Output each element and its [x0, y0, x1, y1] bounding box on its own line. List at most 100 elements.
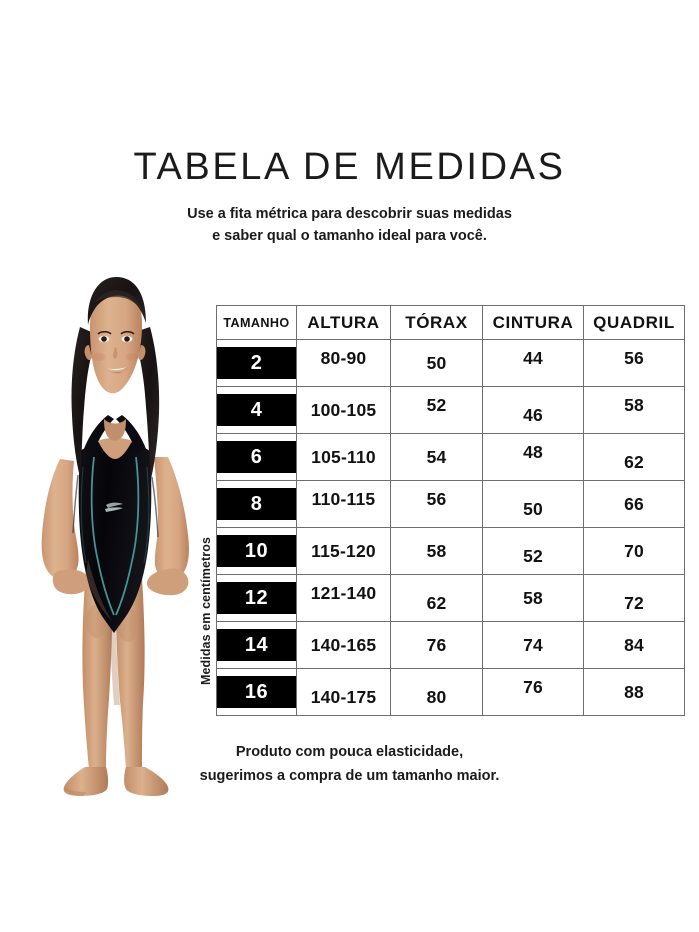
size-badge: 12	[217, 582, 296, 614]
speedo-logo	[105, 502, 123, 512]
torax-cell: 76	[390, 621, 483, 669]
table-row: 12 121-140 62 58 72	[216, 574, 685, 622]
altura-value: 121-140	[310, 582, 377, 603]
size-cell: 10	[216, 527, 297, 575]
measurement-unit-caption: Medidas em centímetros	[198, 506, 214, 716]
quadril-value: 70	[624, 540, 644, 561]
cintura-cell: 48	[482, 433, 584, 481]
altura-value: 110-115	[311, 488, 376, 509]
quadril-cell: 84	[583, 621, 685, 669]
quadril-cell: 72	[583, 574, 685, 622]
cintura-value: 46	[523, 404, 543, 425]
cintura-value: 52	[523, 545, 543, 566]
model-arms	[41, 457, 189, 596]
page-subtitle-line-1: Use a fita métrica para descobrir suas m…	[187, 206, 512, 222]
size-badge: 8	[217, 488, 296, 520]
torax-cell: 54	[390, 433, 483, 481]
torax-value: 50	[426, 352, 447, 373]
cintura-cell: 44	[482, 339, 584, 387]
size-cell: 14	[216, 621, 297, 669]
cintura-value: 58	[523, 587, 543, 608]
torax-value: 54	[426, 446, 447, 467]
torax-cell: 80	[390, 668, 483, 716]
altura-cell: 100-105	[296, 386, 391, 434]
size-badge: 10	[217, 535, 296, 567]
table-row: 8 110-115 56 50 66	[216, 480, 685, 528]
cintura-cell: 74	[482, 621, 584, 669]
table-row: 10 115-120 58 52 70	[216, 527, 685, 575]
column-header-altura: ALTURA	[296, 305, 391, 340]
size-cell: 16	[216, 668, 297, 716]
page-subtitle: Use a fita métrica para descobrir suas m…	[0, 203, 699, 247]
size-cell: 4	[216, 386, 297, 434]
table-row: 2 80-90 50 44 56	[216, 339, 685, 387]
size-badge: 2	[217, 347, 296, 379]
altura-value: 115-120	[311, 540, 376, 561]
cintura-value: 76	[523, 676, 543, 697]
measurement-unit-caption-text: Medidas em centímetros	[199, 536, 213, 686]
column-header-torax: TÓRAX	[390, 305, 483, 340]
size-chart-table: TAMANHO ALTURA TÓRAX CINTURA QUADRIL 2 8…	[216, 305, 685, 716]
elasticity-note-line-1: Produto com pouca elasticidade,	[235, 744, 464, 760]
model-photo	[28, 253, 198, 798]
quadril-value: 58	[624, 394, 644, 415]
quadril-cell: 88	[583, 668, 685, 716]
torax-value: 62	[426, 592, 447, 613]
altura-value: 140-175	[310, 686, 377, 707]
quadril-value: 72	[624, 592, 644, 613]
table-header-row: TAMANHO ALTURA TÓRAX CINTURA QUADRIL	[216, 305, 685, 340]
cintura-cell: 50	[482, 480, 584, 528]
elasticity-note: Produto com pouca elasticidade, sugerimo…	[0, 740, 699, 788]
size-cell: 2	[216, 339, 297, 387]
cintura-cell: 76	[482, 668, 584, 716]
size-cell: 6	[216, 433, 297, 481]
model-feet	[63, 767, 169, 796]
table-row: 4 100-105 52 46 58	[216, 386, 685, 434]
altura-cell: 80-90	[296, 339, 391, 387]
altura-cell: 105-110	[296, 433, 391, 481]
torax-value: 52	[426, 394, 447, 415]
altura-cell: 140-165	[296, 621, 391, 669]
torax-cell: 56	[390, 480, 483, 528]
cintura-value: 74	[523, 634, 543, 655]
cintura-cell: 52	[482, 527, 584, 575]
torax-value: 56	[426, 488, 447, 509]
cintura-value: 48	[523, 441, 543, 462]
size-badge: 4	[217, 394, 296, 426]
quadril-value: 84	[624, 634, 644, 655]
torax-cell: 52	[390, 386, 483, 434]
column-header-cintura: CINTURA	[482, 305, 584, 340]
table-row: 14 140-165 76 74 84	[216, 621, 685, 669]
size-badge: 6	[217, 441, 296, 473]
altura-cell: 115-120	[296, 527, 391, 575]
torax-value: 80	[426, 686, 447, 707]
torax-cell: 62	[390, 574, 483, 622]
model-head	[84, 277, 146, 394]
size-badge: 14	[217, 629, 296, 661]
cintura-value: 50	[523, 498, 543, 519]
torax-cell: 50	[390, 339, 483, 387]
quadril-value: 88	[624, 681, 644, 702]
quadril-cell: 70	[583, 527, 685, 575]
page-title: TABELA DE MEDIDAS	[133, 146, 566, 188]
quadril-cell: 66	[583, 480, 685, 528]
altura-value: 80-90	[320, 347, 367, 368]
cintura-value: 44	[523, 347, 543, 368]
size-cell: 8	[216, 480, 297, 528]
altura-value: 100-105	[310, 399, 377, 420]
altura-value: 105-110	[311, 446, 376, 467]
quadril-cell: 56	[583, 339, 685, 387]
altura-cell: 140-175	[296, 668, 391, 716]
altura-value: 140-165	[310, 634, 377, 655]
column-header-tamanho: TAMANHO	[216, 305, 297, 340]
table-row: 6 105-110 54 48 62	[216, 433, 685, 481]
cintura-cell: 46	[482, 386, 584, 434]
quadril-value: 66	[624, 493, 644, 514]
table-row: 16 140-175 80 76 88	[216, 668, 685, 716]
size-badge: 16	[217, 676, 296, 708]
torax-value: 58	[426, 540, 447, 561]
torax-value: 76	[426, 634, 447, 655]
quadril-cell: 62	[583, 433, 685, 481]
column-header-quadril: QUADRIL	[583, 305, 685, 340]
torax-cell: 58	[390, 527, 483, 575]
